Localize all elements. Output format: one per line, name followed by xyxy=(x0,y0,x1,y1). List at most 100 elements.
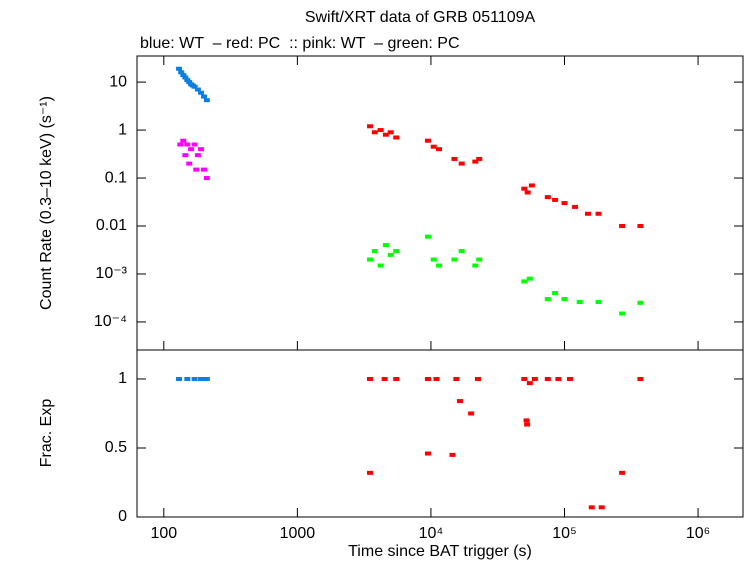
data-point xyxy=(451,156,458,161)
data-point xyxy=(561,201,568,206)
data-point xyxy=(191,84,198,89)
data-point xyxy=(194,87,201,92)
data-point xyxy=(585,211,592,216)
data-point xyxy=(476,257,483,262)
data-point xyxy=(552,197,559,202)
data-point xyxy=(180,138,187,143)
data-point xyxy=(201,167,208,172)
data-point xyxy=(424,376,431,381)
data-point xyxy=(451,257,458,262)
data-point xyxy=(544,297,551,302)
data-point xyxy=(552,291,559,296)
data-point xyxy=(472,263,479,268)
data-point xyxy=(436,263,443,268)
data-point xyxy=(198,90,205,95)
data-point xyxy=(458,249,465,254)
data-point xyxy=(381,376,388,381)
data-point xyxy=(526,381,533,386)
data-point xyxy=(524,190,531,195)
data-point xyxy=(598,505,605,510)
data-point xyxy=(182,153,189,158)
data-point xyxy=(184,142,191,147)
y-tick-label: 10⁻⁴ xyxy=(94,313,127,330)
data-point xyxy=(186,161,193,166)
y-tick-label: 1 xyxy=(118,121,127,138)
data-point xyxy=(191,376,198,381)
data-point xyxy=(178,70,185,75)
y-tick-label: 0.01 xyxy=(96,217,127,234)
data-point xyxy=(177,142,184,147)
data-point xyxy=(567,376,574,381)
data-point xyxy=(182,75,189,80)
x-tick-label: 10⁶ xyxy=(686,525,710,542)
y-tick-label: 1 xyxy=(118,370,127,387)
plot-frame xyxy=(136,349,744,518)
data-point xyxy=(371,249,378,254)
x-tick-label: 10⁴ xyxy=(419,525,444,542)
y-axis-label: Count Rate (0.3–10 keV) (s⁻¹) xyxy=(38,96,55,310)
data-point xyxy=(191,142,198,147)
data-point xyxy=(180,73,187,78)
data-point xyxy=(393,376,400,381)
data-point xyxy=(476,156,483,161)
data-point xyxy=(367,124,374,129)
data-point xyxy=(382,243,389,248)
x-tick-label: 1000 xyxy=(280,525,316,542)
chart-title: Swift/XRT data of GRB 051109A xyxy=(305,9,536,26)
data-point xyxy=(474,376,481,381)
data-point xyxy=(194,153,201,158)
y-tick-label: 10⁻³ xyxy=(95,265,127,282)
data-point xyxy=(193,167,200,172)
data-point xyxy=(367,470,374,475)
data-point xyxy=(176,376,183,381)
data-point xyxy=(203,376,210,381)
y-tick-label: 0.5 xyxy=(105,439,127,456)
data-point xyxy=(619,224,626,229)
data-point xyxy=(637,376,644,381)
data-point xyxy=(387,252,394,257)
chart-subtitle: blue: WT – red: PC :: pink: WT – green: … xyxy=(140,35,460,52)
data-point xyxy=(637,224,644,229)
data-point xyxy=(371,130,378,135)
data-point xyxy=(544,376,551,381)
data-point xyxy=(424,451,431,456)
plot-frame xyxy=(136,55,744,351)
data-point xyxy=(424,138,431,143)
data-point xyxy=(387,130,394,135)
data-point xyxy=(377,263,384,268)
data-point xyxy=(198,376,205,381)
data-point xyxy=(198,147,205,152)
data-point xyxy=(176,66,183,71)
data-point xyxy=(619,470,626,475)
data-point xyxy=(382,132,389,137)
data-point xyxy=(531,376,538,381)
data-point xyxy=(203,176,210,181)
data-point xyxy=(528,183,535,188)
data-point xyxy=(188,147,195,152)
data-point xyxy=(468,411,475,416)
data-point xyxy=(555,376,562,381)
data-point xyxy=(393,249,400,254)
data-point xyxy=(561,297,568,302)
data-point xyxy=(619,311,626,316)
data-point xyxy=(433,376,440,381)
data-point xyxy=(456,399,463,404)
data-point xyxy=(203,98,210,103)
data-point xyxy=(367,376,374,381)
data-point xyxy=(524,422,531,427)
data-point xyxy=(186,80,193,85)
data-point xyxy=(453,376,460,381)
data-point xyxy=(449,452,456,457)
data-point xyxy=(424,234,431,239)
y-tick-label: 10 xyxy=(109,73,127,90)
data-point xyxy=(576,300,583,305)
data-point xyxy=(201,94,208,99)
data-point xyxy=(430,144,437,149)
data-point xyxy=(588,505,595,510)
data-point xyxy=(472,159,479,164)
data-point xyxy=(521,186,528,191)
data-point xyxy=(595,300,602,305)
data-point xyxy=(436,147,443,152)
y-tick-label: 0.1 xyxy=(105,169,127,186)
